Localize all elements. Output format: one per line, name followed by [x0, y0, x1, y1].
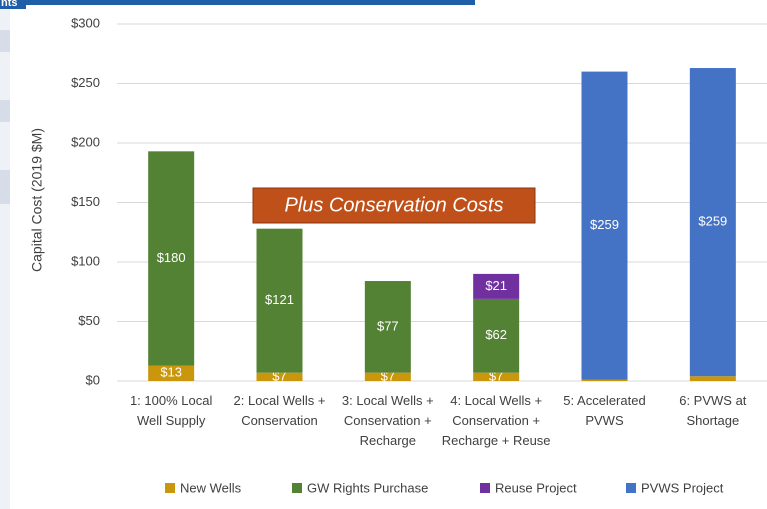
data-label: $21 — [485, 278, 507, 293]
bar-segment — [473, 298, 520, 373]
bar-segment — [364, 281, 411, 373]
y-tick-label: $0 — [86, 372, 100, 387]
bar-segment — [148, 365, 195, 381]
data-label: $180 — [157, 250, 186, 265]
header-bar — [0, 0, 475, 5]
bar-segment — [256, 228, 303, 373]
annotation-box — [252, 187, 536, 224]
side-cell — [0, 30, 10, 52]
data-label: $62 — [485, 327, 507, 342]
data-label: $77 — [377, 318, 399, 333]
bar-segment — [581, 379, 628, 381]
y-tick-label: $100 — [71, 253, 100, 268]
y-tick-label: $200 — [71, 134, 100, 149]
bar-segment — [581, 71, 628, 380]
legend-swatch — [292, 483, 302, 493]
header-text: nts — [1, 0, 18, 9]
bar-segment — [473, 372, 520, 381]
x-tick-label: 3: Local Wells + Conservation + Recharge — [342, 393, 434, 448]
annotation: Plus Conservation Costs — [285, 194, 504, 216]
bar-segment — [364, 372, 411, 381]
x-tick-label: 6: PVWS at Shortage — [679, 393, 747, 428]
data-label: $13 — [160, 365, 182, 380]
y-tick-label: $150 — [71, 194, 100, 209]
legend-label: GW Rights Purchase — [307, 480, 428, 495]
legend-label: Reuse Project — [495, 480, 577, 495]
legend-swatch — [165, 483, 175, 493]
legend-swatch — [626, 483, 636, 493]
y-tick-label: $300 — [71, 15, 100, 30]
side-cell — [0, 170, 10, 204]
side-panel — [0, 0, 10, 509]
x-tick-label: 2: Local Wells + Conservation — [234, 393, 326, 428]
bar-segment — [689, 68, 736, 377]
x-tick-label: 5: Accelerated PVWS — [563, 393, 645, 428]
bar-segment — [148, 151, 195, 366]
legend-label: New Wells — [180, 480, 242, 495]
data-label: $121 — [265, 292, 294, 307]
data-label: $259 — [590, 217, 619, 232]
plot: $0 $50 $100 $150 $200 $250 $300 1: 100% Local We… — [71, 15, 767, 495]
y-tick-label: $50 — [78, 313, 100, 328]
x-tick-label: 4: Local Wells + Conservation + Recharge +… — [442, 393, 551, 448]
bar-segment — [256, 372, 303, 381]
y-axis-label: Capital Cost (2019 $M) — [29, 128, 45, 272]
x-tick-label: 1: 100% Local Well Supply — [130, 393, 213, 428]
side-cell — [0, 100, 10, 122]
bar-segment — [689, 376, 736, 381]
bar-segment — [473, 273, 520, 299]
y-tick-label: $250 — [71, 75, 100, 90]
header-tab — [0, 0, 26, 9]
data-label: $259 — [698, 214, 727, 229]
legend-label: PVWS Project — [641, 480, 724, 495]
legend-swatch — [480, 483, 490, 493]
